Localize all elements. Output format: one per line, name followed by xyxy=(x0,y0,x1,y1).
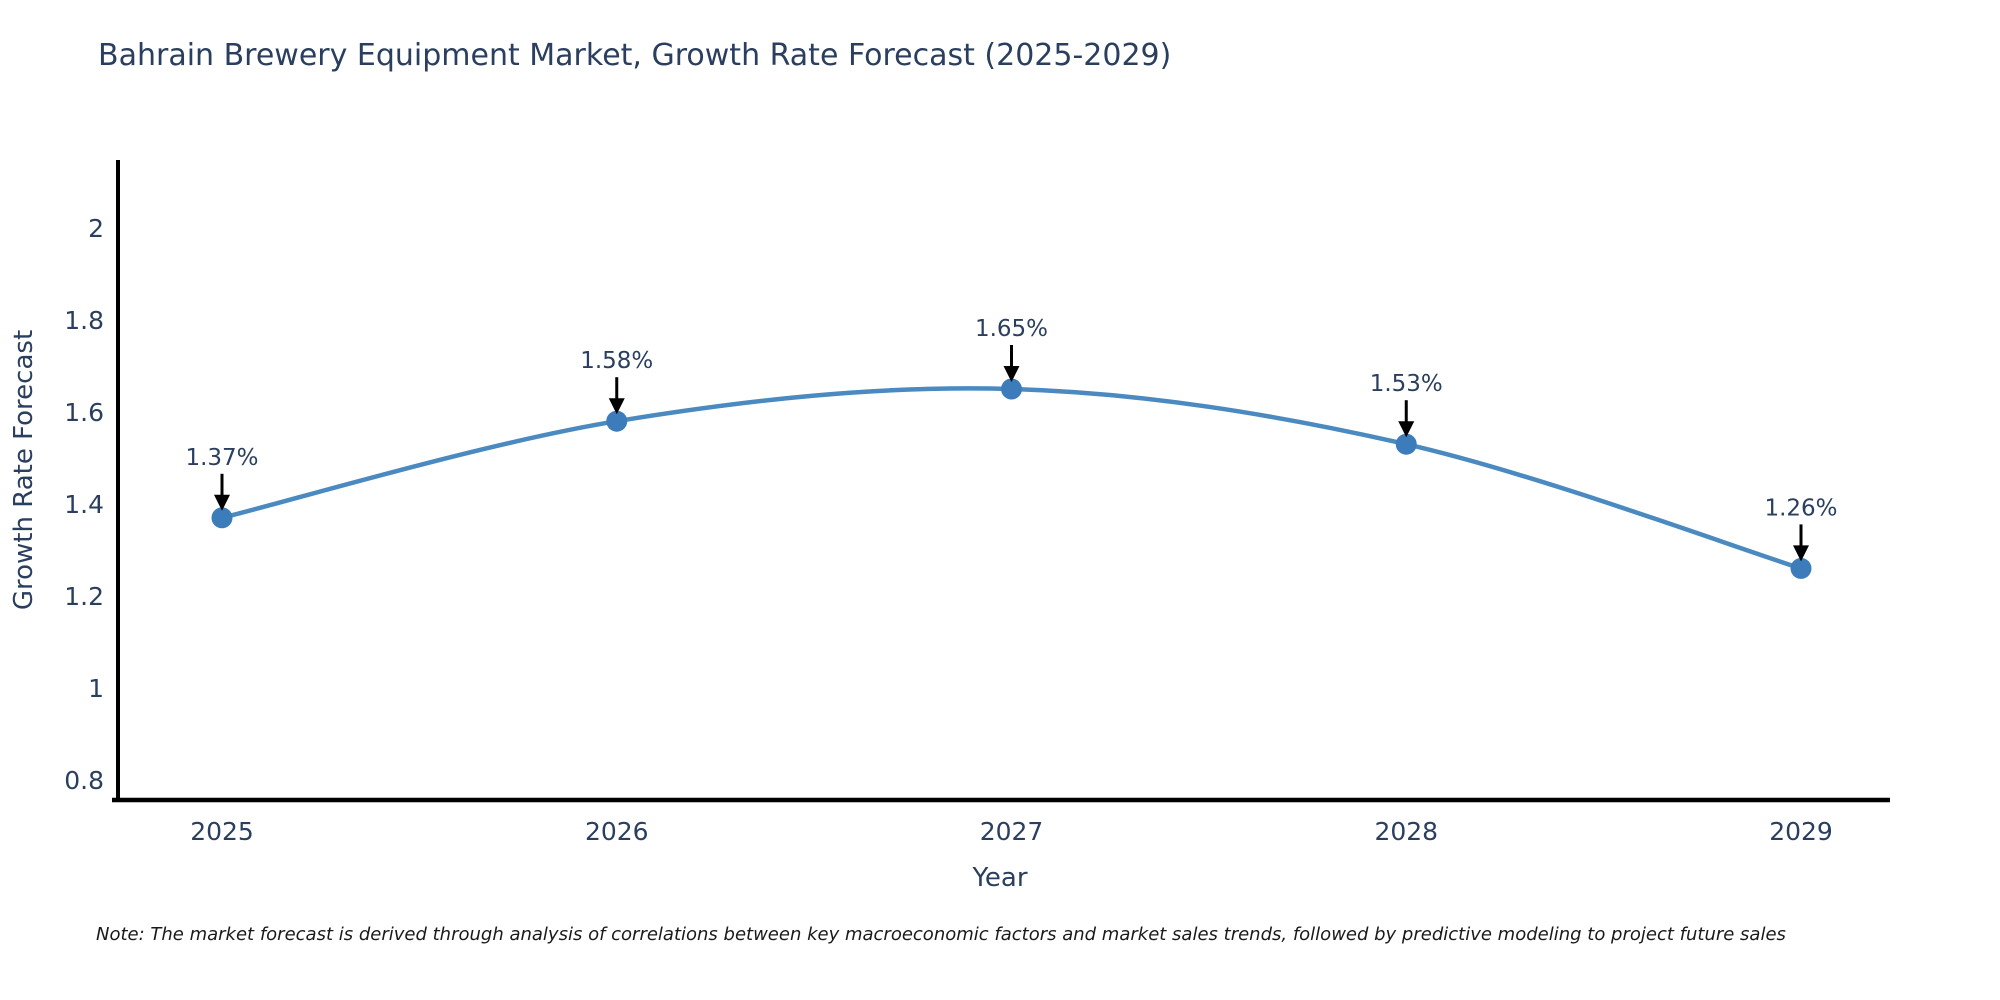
annotation-arrowhead-icon xyxy=(1793,545,1809,562)
point-value-label: 1.37% xyxy=(185,445,258,471)
data-point-marker[interactable] xyxy=(211,507,233,529)
data-point-marker[interactable] xyxy=(1395,433,1417,455)
annotation-arrowhead-icon xyxy=(1003,366,1020,382)
point-annotation: 1.53% xyxy=(1370,371,1443,438)
x-axis-title: Year xyxy=(971,863,1027,893)
annotation-arrowhead-icon xyxy=(608,398,625,415)
point-value-label: 1.58% xyxy=(580,348,653,374)
x-tick-label: 2028 xyxy=(1374,817,1438,846)
point-annotations: 1.37% 1.58% 1.65% 1.53% 1.26% xyxy=(185,316,1838,562)
point-value-label: 1.65% xyxy=(975,316,1048,342)
y-tick-label: 1.6 xyxy=(64,398,104,427)
forecast-line xyxy=(221,386,1802,571)
data-point-marker[interactable] xyxy=(1001,378,1022,400)
y-tick-label: 1.2 xyxy=(64,582,104,611)
point-annotation: 1.58% xyxy=(580,348,653,415)
x-tick-label: 2027 xyxy=(980,817,1044,846)
point-annotation: 1.26% xyxy=(1764,495,1838,562)
x-axis-ticks: 2025 2026 2027 2028 2029 xyxy=(190,817,1833,846)
line-series xyxy=(211,378,1812,579)
point-value-label: 1.53% xyxy=(1370,371,1443,397)
point-annotation: 1.65% xyxy=(975,316,1048,382)
x-tick-label: 2025 xyxy=(190,817,254,846)
chart-title: Bahrain Brewery Equipment Market, Growth… xyxy=(98,38,1172,73)
point-value-label: 1.26% xyxy=(1764,495,1837,521)
annotation-arrowhead-icon xyxy=(1398,421,1415,438)
y-tick-label: 1 xyxy=(88,674,104,703)
y-tick-label: 1.4 xyxy=(64,490,104,519)
x-tick-label: 2026 xyxy=(585,817,649,846)
y-axis-ticks: 2 1.8 1.6 1.4 1.2 1 0.8 xyxy=(64,214,104,795)
annotation-arrowhead-icon xyxy=(214,494,230,511)
data-point-marker[interactable] xyxy=(606,410,628,432)
y-tick-label: 2 xyxy=(88,214,104,243)
y-tick-label: 0.8 xyxy=(64,766,104,795)
point-annotation: 1.37% xyxy=(185,445,259,511)
data-point-marker[interactable] xyxy=(1790,557,1812,579)
footnote: Note: The market forecast is derived thr… xyxy=(96,924,1786,945)
y-tick-label: 1.8 xyxy=(64,306,104,335)
x-tick-label: 2029 xyxy=(1769,817,1833,846)
y-axis-title: Growth Rate Forecast xyxy=(9,330,39,610)
